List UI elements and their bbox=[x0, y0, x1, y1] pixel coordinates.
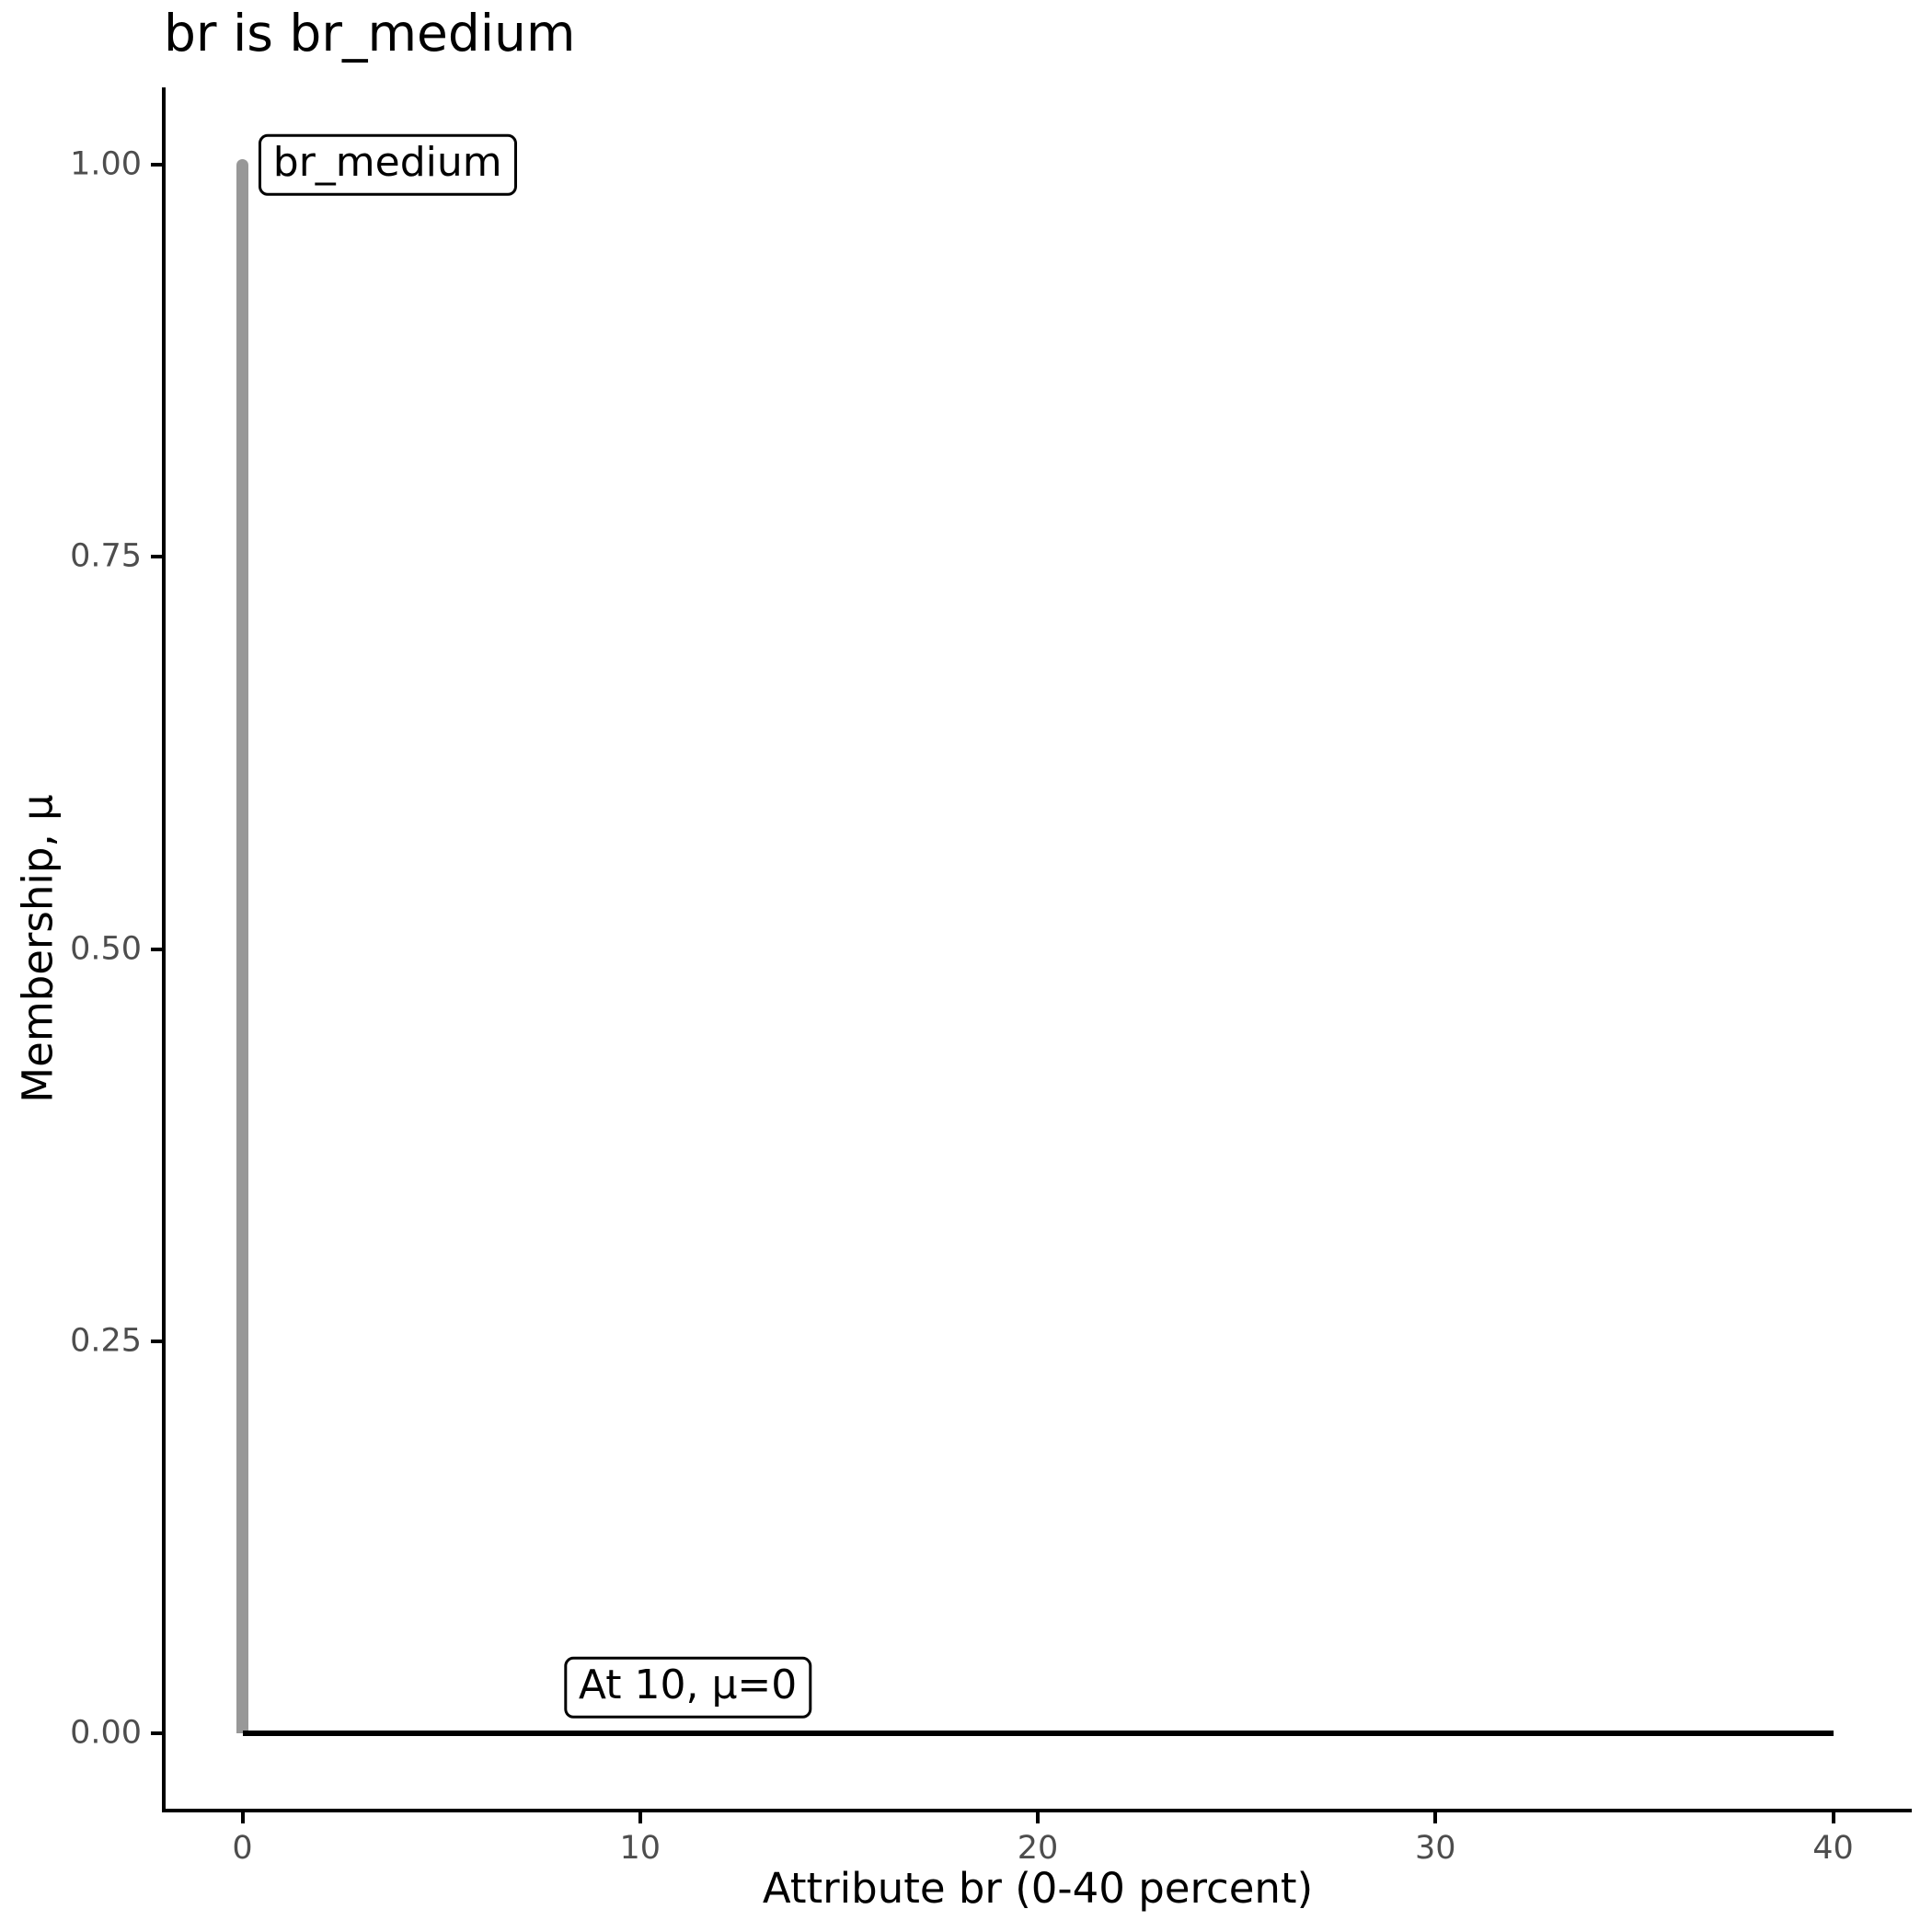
y-tick-label: 0.00 bbox=[70, 1714, 142, 1752]
y-tick-mark bbox=[151, 1731, 162, 1735]
y-tick-mark bbox=[151, 947, 162, 951]
x-tick-mark bbox=[1433, 1812, 1438, 1823]
y-tick-mark bbox=[151, 1339, 162, 1343]
x-tick-label: 0 bbox=[232, 1830, 253, 1867]
y-tick-label: 0.75 bbox=[70, 537, 142, 575]
y-tick-label: 1.00 bbox=[70, 145, 142, 183]
x-tick-label: 10 bbox=[619, 1830, 661, 1867]
x-tick-mark bbox=[1831, 1812, 1835, 1823]
y-axis-title: Membership, μ bbox=[13, 794, 63, 1103]
x-tick-mark bbox=[638, 1812, 642, 1823]
br-medium-membership-spike bbox=[236, 158, 248, 1733]
y-tick-mark bbox=[151, 555, 162, 559]
x-tick-label: 20 bbox=[1017, 1830, 1059, 1867]
plot-panel: 0.00 0.25 0.50 0.75 1.00 0 10 20 30 40 br_medium… bbox=[70, 87, 1912, 1865]
x-axis-title: Attribute br (0-40 percent) bbox=[762, 1864, 1314, 1913]
evaluation-result-label: At 10, μ=0 bbox=[563, 1657, 812, 1719]
membership-zero-baseline bbox=[242, 1730, 1834, 1736]
y-tick-mark bbox=[151, 163, 162, 167]
x-tick-label: 40 bbox=[1812, 1830, 1854, 1867]
x-tick-mark bbox=[1036, 1812, 1040, 1823]
y-axis-line bbox=[162, 87, 166, 1812]
x-tick-label: 30 bbox=[1414, 1830, 1456, 1867]
y-tick-label: 0.25 bbox=[70, 1322, 142, 1360]
chart-title: br is br_medium bbox=[164, 4, 576, 63]
x-tick-mark bbox=[240, 1812, 245, 1823]
x-axis-line bbox=[162, 1809, 1912, 1812]
set-name-label: br_medium bbox=[258, 134, 517, 196]
y-tick-label: 0.50 bbox=[70, 930, 142, 967]
